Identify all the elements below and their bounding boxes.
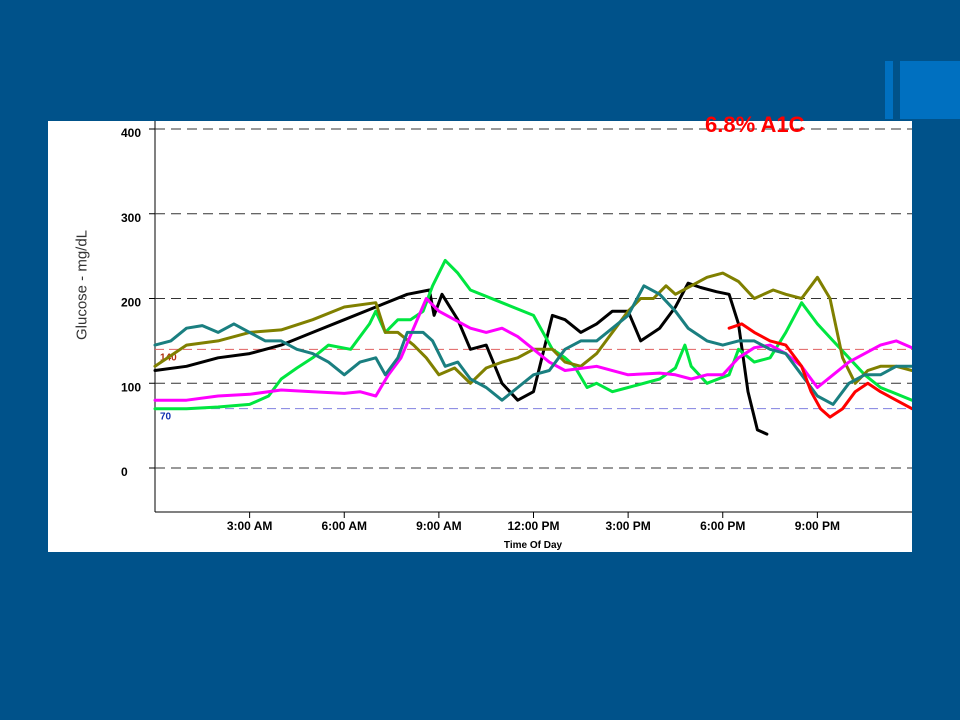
x-tick-label-3: 3:00 AM [227, 519, 273, 533]
y-tick-label-100: 100 [121, 380, 141, 394]
chart-panel: 0 100 200 300 400 140 70 3:00 AM 6:00 AM 9:00 AM 1… [48, 121, 912, 552]
x-axis-label: Time Of Day [504, 540, 563, 551]
chart-title: 6.8% A1C [705, 112, 805, 137]
x-tick-label-6: 6:00 AM [321, 519, 367, 533]
y-axis-label: Glucose - mg/dL [73, 229, 91, 341]
x-tick-label-9: 9:00 AM [416, 519, 462, 533]
series-line-1 [153, 281, 769, 436]
y-tick-label-0: 0 [121, 465, 128, 479]
decorative-bar-thin [885, 61, 893, 119]
series-line-2 [153, 258, 912, 411]
x-tick-label-21: 9:00 PM [795, 519, 840, 533]
series-line-5 [153, 284, 912, 406]
reference-label-70: 70 [160, 412, 172, 423]
series-line-6 [727, 322, 912, 419]
y-tick-label-400: 400 [121, 126, 141, 140]
x-tick-label-15: 3:00 PM [605, 519, 650, 533]
series-line-4 [153, 297, 912, 402]
x-tick-label-12: 12:00 PM [507, 519, 559, 533]
y-tick-label-200: 200 [121, 296, 141, 310]
x-tick-label-18: 6:00 PM [700, 519, 745, 533]
series-line-3 [153, 271, 912, 385]
y-tick-label-300: 300 [121, 211, 141, 225]
decorative-bar-wide [900, 61, 960, 119]
